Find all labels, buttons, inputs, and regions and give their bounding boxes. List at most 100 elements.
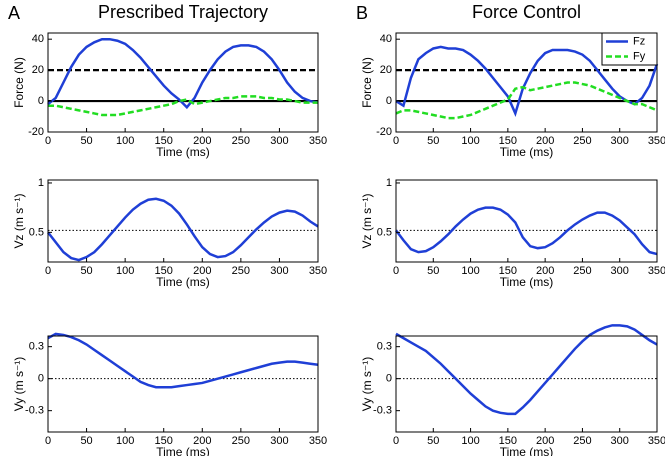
x-tick-label: 50 [427, 135, 439, 147]
x-tick-label: 50 [80, 435, 92, 447]
axes-box [395, 32, 658, 133]
y-axis-label: Vz (m s⁻¹) [360, 194, 374, 249]
y-tick-label: -0.3 [25, 405, 44, 417]
x-tick-label: 150 [155, 135, 173, 147]
y-tick-label: 0.5 [377, 226, 392, 238]
panel-label: B [356, 3, 368, 23]
x-tick-label: 100 [461, 435, 479, 447]
x-tick-label: 100 [116, 135, 134, 147]
x-tick-label: 350 [648, 135, 665, 147]
y-tick-label: 40 [380, 33, 392, 45]
legend-label: Fy [633, 50, 646, 62]
y-tick-label: 1 [386, 177, 392, 189]
x-tick-label: 0 [393, 135, 399, 147]
panel-label: A [8, 3, 20, 23]
x-tick-label: 350 [309, 265, 327, 277]
x-tick-label: 200 [536, 135, 554, 147]
axes-box [395, 335, 658, 433]
x-tick-label: 0 [393, 435, 399, 447]
x-tick-label: 200 [193, 435, 211, 447]
x-tick-label: 300 [270, 265, 288, 277]
x-tick-label: 100 [116, 265, 134, 277]
x-axis-label: Time (ms) [156, 445, 210, 456]
data-line [395, 206, 658, 256]
x-tick-label: 50 [427, 265, 439, 277]
data-line [47, 37, 319, 110]
x-tick-label: 0 [45, 135, 51, 147]
x-tick-label: 300 [611, 265, 629, 277]
y-tick-label: 1 [38, 177, 44, 189]
x-tick-label: 300 [270, 135, 288, 147]
axes-box [395, 179, 658, 263]
x-axis-label: Time (ms) [156, 275, 210, 289]
x-axis-label: Time (ms) [156, 145, 210, 159]
x-tick-label: 0 [45, 265, 51, 277]
x-tick-label: 250 [573, 265, 591, 277]
x-tick-label: 200 [193, 265, 211, 277]
x-tick-label: 350 [648, 265, 665, 277]
x-tick-label: 250 [573, 135, 591, 147]
y-tick-label: 0.3 [29, 341, 44, 353]
x-tick-label: 50 [80, 135, 92, 147]
x-tick-label: 250 [573, 435, 591, 447]
axes-box [47, 179, 319, 263]
y-tick-label: 0 [386, 95, 392, 107]
x-tick-label: 0 [45, 435, 51, 447]
x-tick-label: 50 [427, 435, 439, 447]
y-tick-label: 0 [386, 373, 392, 385]
x-tick-label: 150 [499, 135, 517, 147]
y-tick-label: 0.3 [377, 341, 392, 353]
axes-box [47, 32, 319, 133]
x-tick-label: 350 [648, 435, 665, 447]
x-tick-label: 300 [270, 435, 288, 447]
x-tick-label: 200 [536, 435, 554, 447]
y-tick-label: 0 [38, 95, 44, 107]
y-tick-label: -20 [28, 126, 44, 138]
x-tick-label: 300 [611, 435, 629, 447]
x-tick-label: 150 [499, 435, 517, 447]
x-axis-label: Time (ms) [500, 275, 554, 289]
x-tick-label: 150 [155, 435, 173, 447]
y-tick-label: 20 [32, 64, 44, 76]
data-line [395, 324, 658, 416]
chart-title: Force Control [472, 2, 581, 22]
chart-title: Prescribed Trajectory [98, 2, 268, 22]
legend-label: Fz [633, 35, 645, 47]
x-tick-label: 250 [232, 135, 250, 147]
x-tick-label: 300 [611, 135, 629, 147]
x-tick-label: 100 [461, 265, 479, 277]
x-tick-label: 100 [116, 435, 134, 447]
axes-box [47, 335, 319, 433]
data-line [48, 95, 318, 117]
y-tick-label: -20 [376, 126, 392, 138]
y-axis-label: Vy (m s⁻¹) [360, 357, 374, 412]
y-axis-label: Vy (m s⁻¹) [12, 357, 26, 412]
data-line [395, 45, 659, 118]
x-tick-label: 200 [536, 265, 554, 277]
legend-box [601, 32, 658, 66]
x-axis-label: Time (ms) [500, 145, 554, 159]
x-tick-label: 150 [499, 265, 517, 277]
y-tick-label: 20 [380, 64, 392, 76]
x-tick-label: 200 [193, 135, 211, 147]
y-axis-label: Vz (m s⁻¹) [12, 194, 26, 249]
y-tick-label: -0.3 [373, 405, 392, 417]
x-tick-label: 50 [80, 265, 92, 277]
y-tick-label: 0 [38, 373, 44, 385]
y-axis-label: Force (N) [12, 57, 26, 108]
x-tick-label: 250 [232, 435, 250, 447]
data-line [47, 197, 319, 262]
x-tick-label: 350 [309, 435, 327, 447]
data-line [47, 332, 319, 389]
y-tick-label: 0.5 [29, 226, 44, 238]
x-axis-label: Time (ms) [500, 445, 554, 456]
y-tick-label: 40 [32, 33, 44, 45]
x-tick-label: 150 [155, 265, 173, 277]
x-tick-label: 100 [461, 135, 479, 147]
y-axis-label: Force (N) [360, 57, 374, 108]
x-tick-label: 250 [232, 265, 250, 277]
x-tick-label: 0 [393, 265, 399, 277]
x-tick-label: 350 [309, 135, 327, 147]
